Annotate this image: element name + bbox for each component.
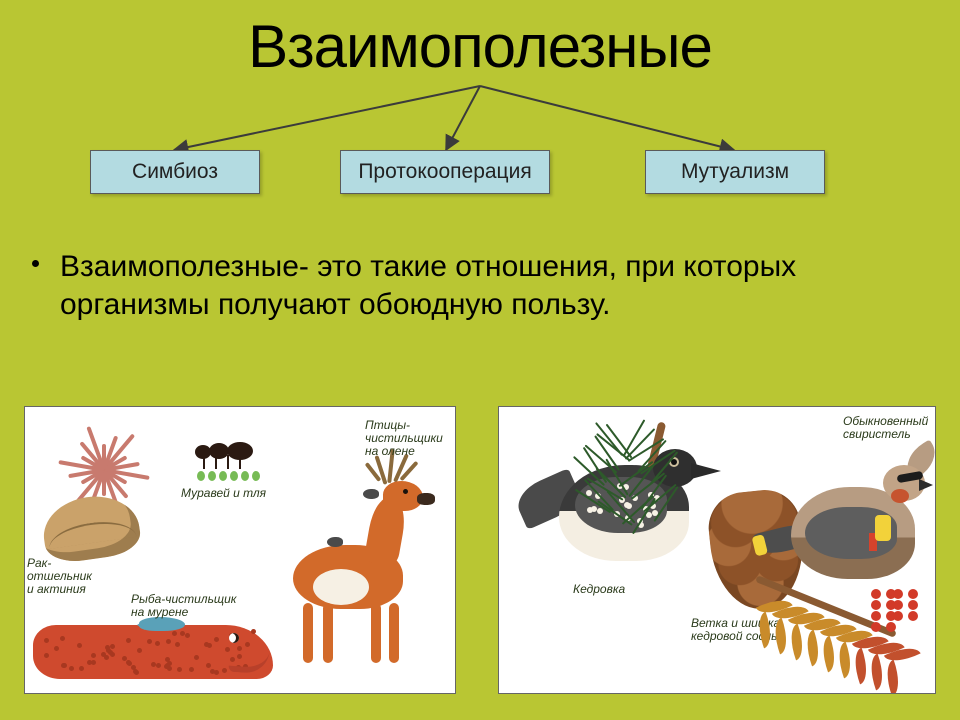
deer-icon <box>271 451 439 651</box>
nutcracker-beak-icon <box>691 463 721 479</box>
ant-icon <box>195 437 253 465</box>
definition-text: Взаимополезные- это такие отношения, при… <box>60 250 796 321</box>
label-eel-cleaner: Рыба-чистильщик на мурене <box>131 593 236 619</box>
category-label: Протокооперация <box>358 160 531 184</box>
slide-title: Взаимополезные <box>0 12 960 81</box>
label-anemone: Рак- отшельник и актиния <box>27 557 92 597</box>
bullet-icon <box>32 260 39 267</box>
slide: Взаимополезные Симбиоз Протокооперация М… <box>0 0 960 720</box>
label-ant-aphid: Муравей и тля <box>181 487 266 500</box>
label-nutcracker: Кедровка <box>573 583 625 596</box>
category-label: Мутуализм <box>681 160 789 184</box>
illustration-panel-left: Рак- отшельник и актиния Муравей и тля <box>24 406 456 694</box>
waxwing-beak-icon <box>919 479 933 491</box>
waxwing-wing <box>805 507 897 559</box>
definition-bullet: Взаимополезные- это такие отношения, при… <box>60 248 920 323</box>
category-box-mutualism: Мутуализм <box>645 150 825 194</box>
category-box-protocooperation: Протокооперация <box>340 150 550 194</box>
label-deer-birds: Птицы- чистильщики на олене <box>365 419 443 459</box>
illustration-panel-right: Ветка и шишка кедровой сосны Кедровка Об… <box>498 406 936 694</box>
aphids-icon <box>197 469 267 485</box>
label-waxwing: Обыкновенный свиристель <box>843 415 928 441</box>
category-box-symbiosis: Симбиоз <box>90 150 260 194</box>
waxwing-throat <box>891 489 909 503</box>
category-label: Симбиоз <box>132 160 218 184</box>
